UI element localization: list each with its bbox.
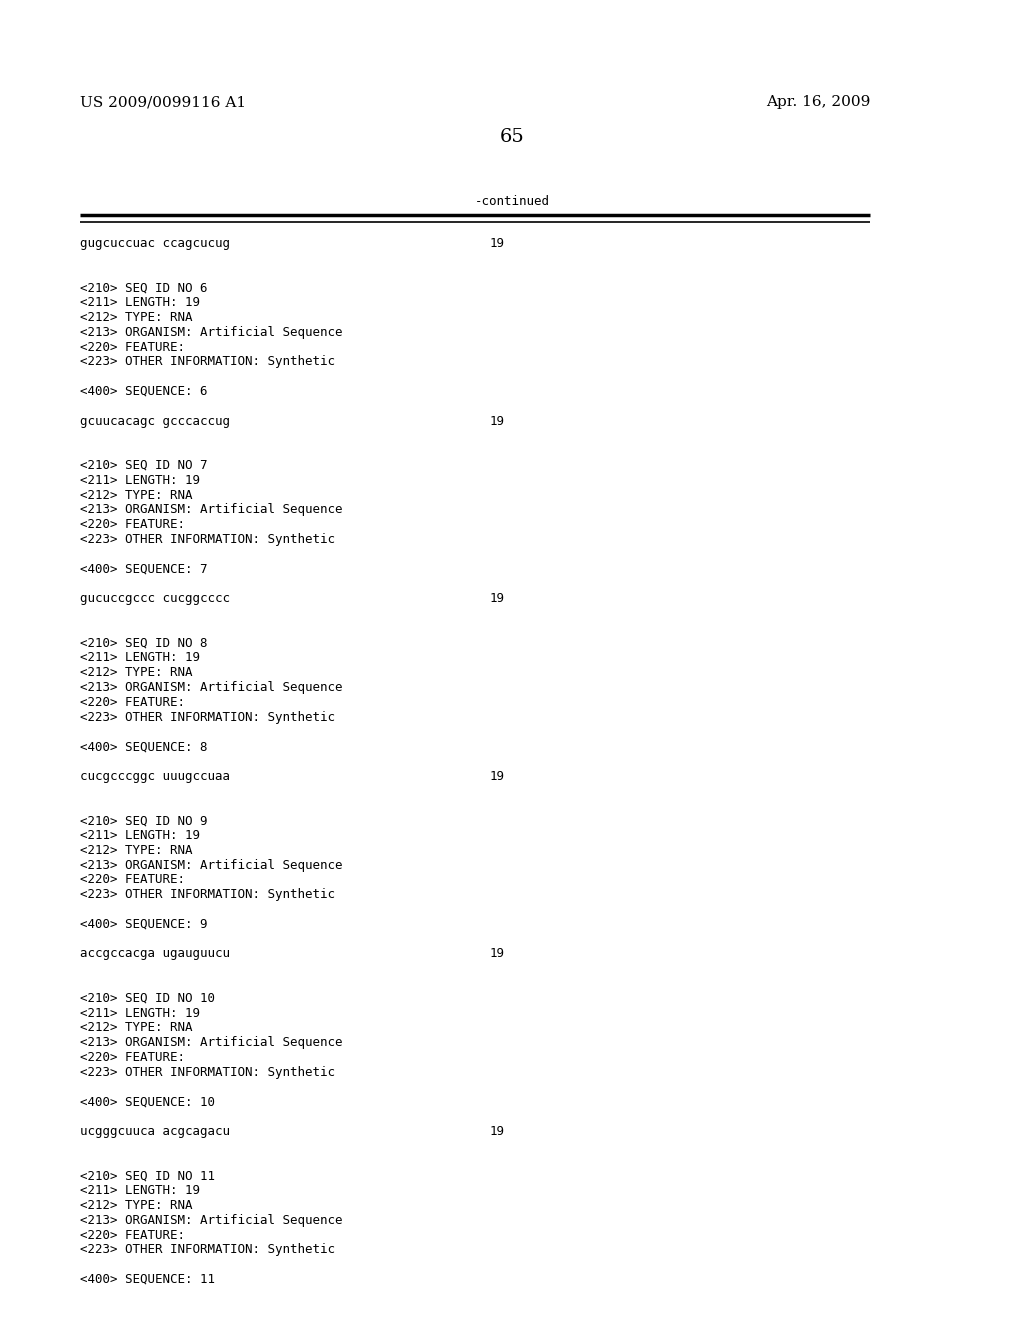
Text: 19: 19 <box>490 1125 505 1138</box>
Text: <210> SEQ ID NO 10: <210> SEQ ID NO 10 <box>80 991 215 1005</box>
Text: <212> TYPE: RNA: <212> TYPE: RNA <box>80 1022 193 1035</box>
Text: <220> FEATURE:: <220> FEATURE: <box>80 519 185 531</box>
Text: <211> LENGTH: 19: <211> LENGTH: 19 <box>80 1184 200 1197</box>
Text: <223> OTHER INFORMATION: Synthetic: <223> OTHER INFORMATION: Synthetic <box>80 355 335 368</box>
Text: <400> SEQUENCE: 7: <400> SEQUENCE: 7 <box>80 562 208 576</box>
Text: <212> TYPE: RNA: <212> TYPE: RNA <box>80 843 193 857</box>
Text: <220> FEATURE:: <220> FEATURE: <box>80 874 185 887</box>
Text: <210> SEQ ID NO 11: <210> SEQ ID NO 11 <box>80 1170 215 1183</box>
Text: 19: 19 <box>490 414 505 428</box>
Text: 19: 19 <box>490 238 505 249</box>
Text: <400> SEQUENCE: 8: <400> SEQUENCE: 8 <box>80 741 208 754</box>
Text: accgccacga ugauguucu: accgccacga ugauguucu <box>80 948 230 961</box>
Text: <223> OTHER INFORMATION: Synthetic: <223> OTHER INFORMATION: Synthetic <box>80 533 335 546</box>
Text: 65: 65 <box>500 128 524 147</box>
Text: 19: 19 <box>490 948 505 961</box>
Text: <212> TYPE: RNA: <212> TYPE: RNA <box>80 312 193 323</box>
Text: <220> FEATURE:: <220> FEATURE: <box>80 341 185 354</box>
Text: -continued: -continued <box>474 195 550 209</box>
Text: <400> SEQUENCE: 9: <400> SEQUENCE: 9 <box>80 917 208 931</box>
Text: <212> TYPE: RNA: <212> TYPE: RNA <box>80 488 193 502</box>
Text: <211> LENGTH: 19: <211> LENGTH: 19 <box>80 651 200 664</box>
Text: <223> OTHER INFORMATION: Synthetic: <223> OTHER INFORMATION: Synthetic <box>80 888 335 902</box>
Text: cucgcccggc uuugccuaa: cucgcccggc uuugccuaa <box>80 770 230 783</box>
Text: <211> LENGTH: 19: <211> LENGTH: 19 <box>80 296 200 309</box>
Text: Apr. 16, 2009: Apr. 16, 2009 <box>766 95 870 110</box>
Text: <223> OTHER INFORMATION: Synthetic: <223> OTHER INFORMATION: Synthetic <box>80 710 335 723</box>
Text: <213> ORGANISM: Artificial Sequence: <213> ORGANISM: Artificial Sequence <box>80 681 342 694</box>
Text: <220> FEATURE:: <220> FEATURE: <box>80 1229 185 1242</box>
Text: <220> FEATURE:: <220> FEATURE: <box>80 696 185 709</box>
Text: <213> ORGANISM: Artificial Sequence: <213> ORGANISM: Artificial Sequence <box>80 503 342 516</box>
Text: US 2009/0099116 A1: US 2009/0099116 A1 <box>80 95 246 110</box>
Text: gucuccgccc cucggcccc: gucuccgccc cucggcccc <box>80 593 230 605</box>
Text: <213> ORGANISM: Artificial Sequence: <213> ORGANISM: Artificial Sequence <box>80 1214 342 1226</box>
Text: <211> LENGTH: 19: <211> LENGTH: 19 <box>80 829 200 842</box>
Text: <220> FEATURE:: <220> FEATURE: <box>80 1051 185 1064</box>
Text: <212> TYPE: RNA: <212> TYPE: RNA <box>80 1199 193 1212</box>
Text: gcuucacagc gcccaccug: gcuucacagc gcccaccug <box>80 414 230 428</box>
Text: gugcuccuac ccagcucug: gugcuccuac ccagcucug <box>80 238 230 249</box>
Text: <400> SEQUENCE: 10: <400> SEQUENCE: 10 <box>80 1096 215 1109</box>
Text: 19: 19 <box>490 770 505 783</box>
Text: <210> SEQ ID NO 9: <210> SEQ ID NO 9 <box>80 814 208 828</box>
Text: <223> OTHER INFORMATION: Synthetic: <223> OTHER INFORMATION: Synthetic <box>80 1243 335 1257</box>
Text: <210> SEQ ID NO 6: <210> SEQ ID NO 6 <box>80 281 208 294</box>
Text: <223> OTHER INFORMATION: Synthetic: <223> OTHER INFORMATION: Synthetic <box>80 1065 335 1078</box>
Text: <400> SEQUENCE: 6: <400> SEQUENCE: 6 <box>80 385 208 399</box>
Text: <211> LENGTH: 19: <211> LENGTH: 19 <box>80 474 200 487</box>
Text: <213> ORGANISM: Artificial Sequence: <213> ORGANISM: Artificial Sequence <box>80 1036 342 1049</box>
Text: <213> ORGANISM: Artificial Sequence: <213> ORGANISM: Artificial Sequence <box>80 326 342 339</box>
Text: <210> SEQ ID NO 7: <210> SEQ ID NO 7 <box>80 459 208 473</box>
Text: <212> TYPE: RNA: <212> TYPE: RNA <box>80 667 193 680</box>
Text: <400> SEQUENCE: 11: <400> SEQUENCE: 11 <box>80 1272 215 1286</box>
Text: ucgggcuuca acgcagacu: ucgggcuuca acgcagacu <box>80 1125 230 1138</box>
Text: 19: 19 <box>490 593 505 605</box>
Text: <213> ORGANISM: Artificial Sequence: <213> ORGANISM: Artificial Sequence <box>80 858 342 871</box>
Text: <211> LENGTH: 19: <211> LENGTH: 19 <box>80 1007 200 1019</box>
Text: <210> SEQ ID NO 8: <210> SEQ ID NO 8 <box>80 636 208 649</box>
